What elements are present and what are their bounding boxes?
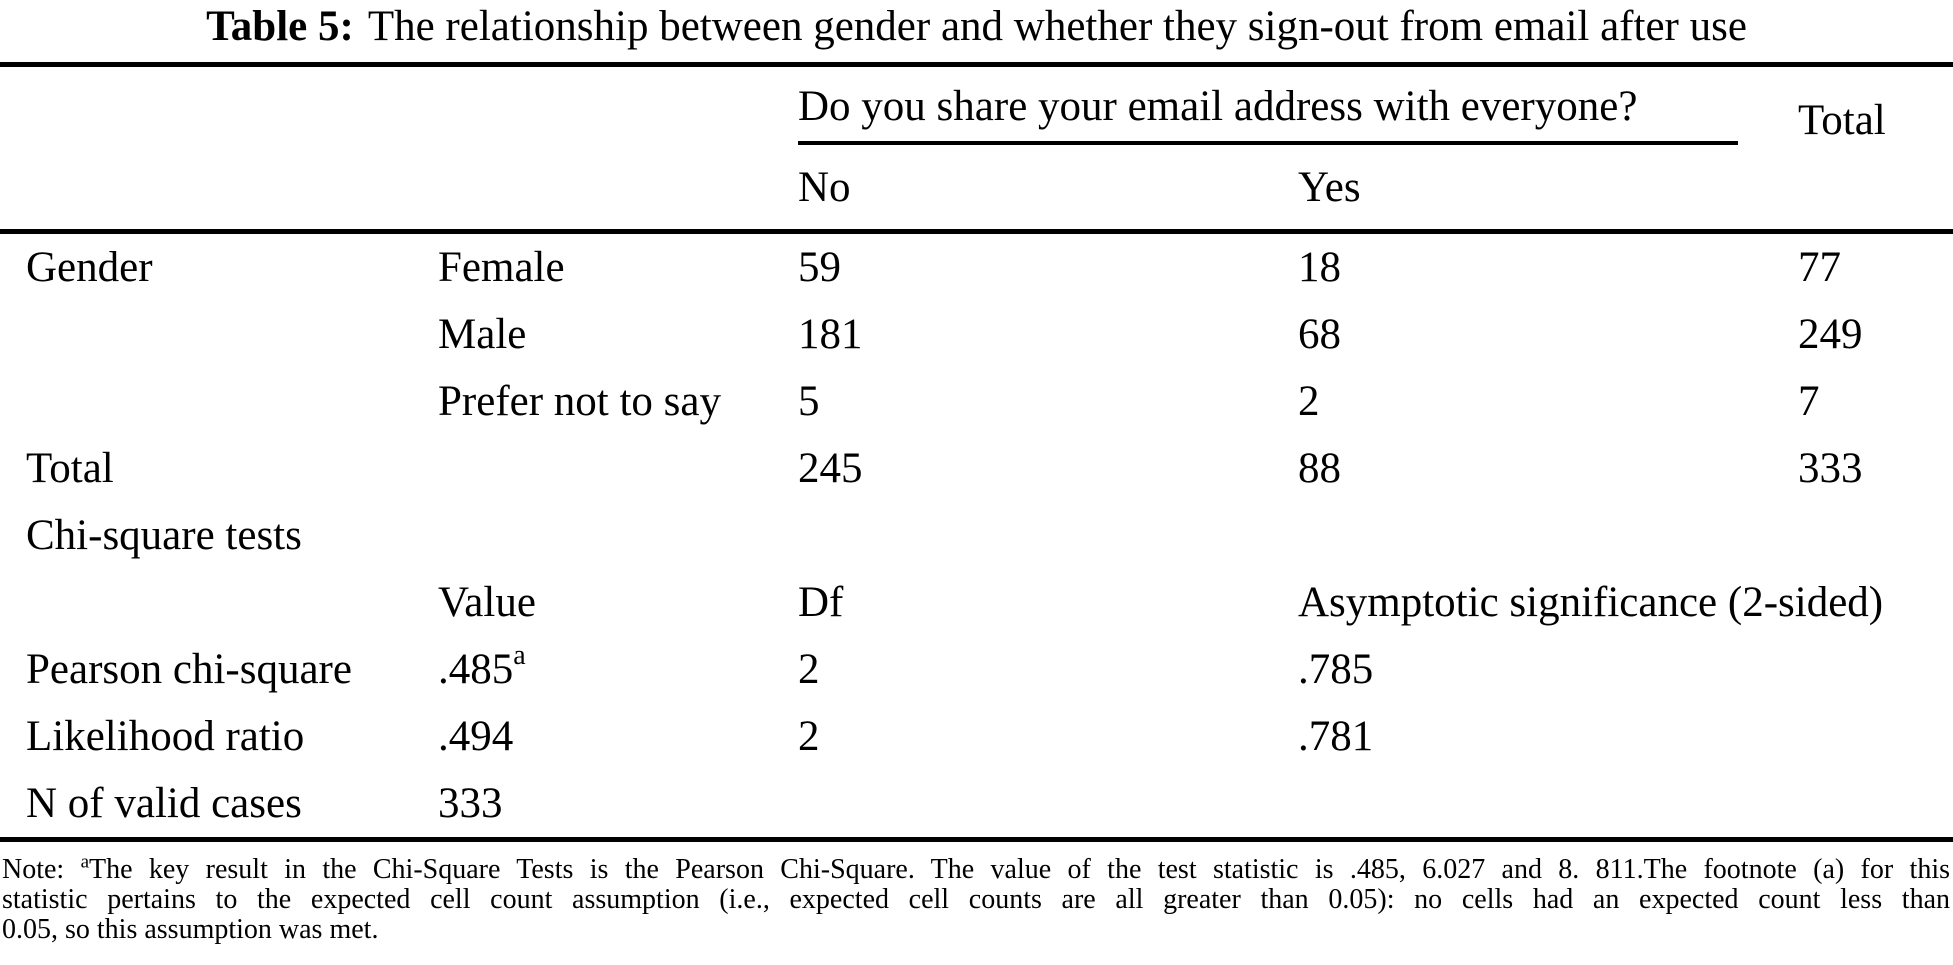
span-header-cell: Do you share your email address with eve… <box>798 65 1798 145</box>
footnote-line-3: 0.05, so this assumption was met. <box>2 914 379 945</box>
table-row-total: Total 245 88 333 <box>0 435 1953 502</box>
significance-value-cell: .785 <box>1298 646 1374 693</box>
statistic-label: N of valid cases <box>26 780 302 827</box>
statistic-label: Likelihood ratio <box>26 713 305 760</box>
total-count-cell: 249 <box>1798 311 1863 358</box>
df-value-cell: 2 <box>798 713 820 760</box>
no-count-cell: 59 <box>798 244 841 291</box>
row-label: Prefer not to say <box>438 378 722 425</box>
row-label: Male <box>438 311 527 358</box>
footnote-marker: a <box>513 639 526 671</box>
yes-count-cell: 68 <box>1298 311 1341 358</box>
table-caption: Table 5: The relationship between gender … <box>0 2 1953 51</box>
yes-count-cell: 88 <box>1298 445 1341 492</box>
row-label <box>438 435 798 502</box>
value-header-cell: Value <box>438 579 536 626</box>
footnote-note-prefix: Note: <box>2 854 81 885</box>
df-header-cell: Df <box>798 579 844 626</box>
table-footnote: Note: aThe key result in the Chi-Square … <box>2 851 1951 945</box>
crosstab-table: Do you share your email address with eve… <box>0 62 1953 842</box>
no-count-cell: 5 <box>798 378 820 425</box>
significance-value-cell: .781 <box>1298 713 1374 760</box>
statistic-value: .485 <box>438 646 514 693</box>
yes-count-cell: 18 <box>1298 244 1341 291</box>
table-row-sub-header: No Yes <box>0 145 1953 232</box>
empty-cell <box>438 502 798 569</box>
table-title-text: The relationship between gender and whet… <box>367 3 1747 50</box>
empty-cell <box>0 65 438 146</box>
span-header-label: Do you share your email address with eve… <box>798 82 1738 145</box>
total-count-cell: 7 <box>1798 378 1820 425</box>
statistic-value-cell: .494 <box>438 713 514 760</box>
row-group-label: Gender <box>26 244 153 291</box>
asymptotic-significance-header-cell: Asymptotic significance (2-sided) <box>1298 579 1884 626</box>
empty-cell <box>1298 502 1798 569</box>
table-row-female: Gender Female 59 18 77 <box>0 232 1953 302</box>
total-count-cell: 333 <box>1798 445 1863 492</box>
empty-cell <box>0 569 438 636</box>
table-row-pearson-chi-square: Pearson chi-square .485a 2 .785 <box>0 636 1953 703</box>
empty-cell <box>798 770 1298 840</box>
section-label: Chi-square tests <box>26 512 302 559</box>
empty-cell <box>1298 770 1953 840</box>
no-count-cell: 245 <box>798 445 863 492</box>
empty-cell <box>1798 502 1953 569</box>
empty-cell <box>438 145 798 232</box>
table-row-male: Male 181 68 249 <box>0 301 1953 368</box>
footnote-superscript: a <box>80 851 89 873</box>
empty-cell <box>438 65 798 146</box>
col-header-no: No <box>798 163 851 211</box>
total-count-cell: 77 <box>1798 244 1841 291</box>
table-number: Table 5: <box>206 3 354 50</box>
df-value-cell: 2 <box>798 646 820 693</box>
statistic-label: Pearson chi-square <box>26 646 352 693</box>
statistic-value-cell: .485a <box>438 636 798 703</box>
table-row-chi-square-headers: Value Df Asymptotic significance (2-side… <box>0 569 1953 636</box>
table-row-span-header: Do you share your email address with eve… <box>0 65 1953 146</box>
table-row-n-valid-cases: N of valid cases 333 <box>0 770 1953 840</box>
statistic-value-cell: 333 <box>438 780 503 827</box>
col-header-yes: Yes <box>1298 163 1361 211</box>
total-header-cell: Total <box>1798 97 1886 144</box>
footnote-line-2: statistic pertains to the expected cell … <box>2 884 1950 915</box>
empty-cell <box>0 145 438 232</box>
row-group-label <box>0 368 438 435</box>
no-count-cell: 181 <box>798 311 863 358</box>
row-label: Female <box>438 244 565 291</box>
table-row-prefer-not-to-say: Prefer not to say 5 2 7 <box>0 368 1953 435</box>
row-group-label: Total <box>26 445 114 492</box>
yes-count-cell: 2 <box>1298 378 1320 425</box>
row-group-label <box>0 301 438 368</box>
empty-cell <box>798 502 1298 569</box>
footnote-line-1: Note: aThe key result in the Chi-Square … <box>2 851 1951 885</box>
footnote-line-1-text: The key result in the Chi-Square Tests i… <box>89 854 1951 885</box>
empty-cell <box>1798 145 1953 232</box>
table-row-chi-square-section: Chi-square tests <box>0 502 1953 569</box>
table-row-likelihood-ratio: Likelihood ratio .494 2 .781 <box>0 703 1953 770</box>
